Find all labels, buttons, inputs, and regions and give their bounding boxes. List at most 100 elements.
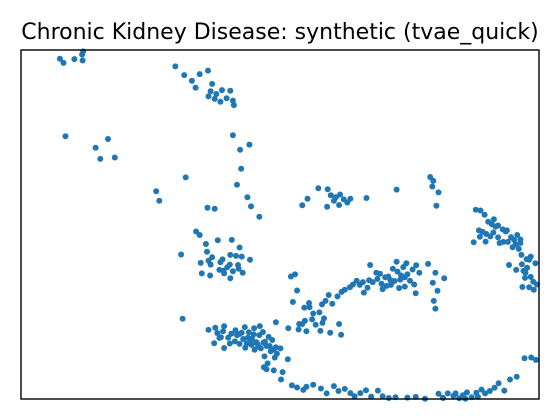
data-point xyxy=(327,329,334,336)
data-point xyxy=(209,80,216,87)
data-point xyxy=(192,84,199,91)
data-point xyxy=(261,353,268,360)
data-point xyxy=(227,251,234,258)
data-point xyxy=(220,328,226,335)
data-point xyxy=(383,282,390,289)
data-point xyxy=(486,388,493,394)
data-point xyxy=(238,165,245,172)
data-point xyxy=(425,260,432,267)
data-point xyxy=(179,315,186,322)
data-point xyxy=(294,287,301,294)
data-point xyxy=(433,202,440,209)
data-point xyxy=(427,174,434,180)
data-point xyxy=(432,269,439,276)
data-point xyxy=(432,305,439,312)
data-point xyxy=(526,256,533,263)
data-point xyxy=(310,310,317,317)
data-point xyxy=(196,232,203,238)
data-point xyxy=(439,394,446,401)
data-point xyxy=(411,281,418,288)
data-point xyxy=(369,279,376,286)
data-point xyxy=(492,223,499,230)
data-point xyxy=(338,331,345,338)
data-point xyxy=(267,348,274,355)
data-point xyxy=(56,55,63,62)
data-point xyxy=(289,299,296,305)
data-point xyxy=(204,204,211,211)
data-point xyxy=(277,345,284,352)
data-point xyxy=(62,133,69,140)
data-point xyxy=(344,199,351,206)
data-point xyxy=(235,265,242,272)
data-point xyxy=(241,324,248,331)
data-point xyxy=(512,241,519,248)
data-point xyxy=(270,367,277,374)
data-point xyxy=(514,232,521,238)
data-point xyxy=(217,98,224,105)
data-point xyxy=(315,185,322,192)
data-point xyxy=(224,264,231,271)
data-point xyxy=(79,57,86,64)
data-point xyxy=(412,290,419,297)
data-point xyxy=(441,275,448,282)
data-point xyxy=(511,236,518,243)
data-point xyxy=(248,341,255,348)
data-point xyxy=(246,141,253,148)
data-point xyxy=(490,216,497,223)
data-point xyxy=(532,260,539,267)
data-point xyxy=(335,388,342,394)
data-point xyxy=(435,390,442,397)
data-point xyxy=(221,345,228,351)
data-point xyxy=(259,329,266,335)
data-point xyxy=(378,280,385,287)
data-point xyxy=(278,376,284,383)
data-point xyxy=(227,275,234,282)
data-point xyxy=(374,275,381,282)
data-point xyxy=(530,286,537,293)
data-point xyxy=(452,390,459,397)
data-point xyxy=(198,270,205,277)
data-point xyxy=(472,206,479,213)
data-point xyxy=(501,387,508,394)
data-point xyxy=(244,194,251,201)
chart-title: Chronic Kidney Disease: synthetic (tvae_… xyxy=(21,20,538,45)
data-point xyxy=(393,186,400,193)
data-point xyxy=(255,343,262,350)
data-point xyxy=(310,381,317,388)
data-point xyxy=(522,269,529,276)
data-point xyxy=(506,262,512,268)
data-point xyxy=(324,186,331,193)
data-point xyxy=(319,319,326,326)
data-point xyxy=(478,386,485,393)
data-point xyxy=(495,234,502,241)
data-point xyxy=(213,91,220,97)
data-point xyxy=(368,393,375,400)
data-point xyxy=(205,67,211,74)
data-point xyxy=(256,213,263,220)
data-point xyxy=(265,333,272,340)
data-point xyxy=(236,244,243,251)
data-point xyxy=(248,203,254,210)
data-point xyxy=(312,321,319,328)
data-point xyxy=(329,300,336,307)
data-point xyxy=(229,132,236,139)
data-point xyxy=(416,269,423,276)
data-point xyxy=(476,233,483,240)
data-point xyxy=(205,93,212,100)
data-point xyxy=(207,88,214,95)
data-point xyxy=(325,292,332,298)
data-point xyxy=(309,316,316,323)
data-point xyxy=(482,238,489,245)
data-point xyxy=(430,297,437,304)
data-point xyxy=(353,277,360,284)
data-point xyxy=(330,197,337,204)
data-point xyxy=(245,329,252,336)
data-point xyxy=(403,260,410,267)
data-point xyxy=(464,389,470,396)
data-point xyxy=(350,281,356,288)
data-point xyxy=(528,354,535,361)
data-point xyxy=(519,284,526,290)
data-point xyxy=(324,203,331,210)
data-point xyxy=(387,277,394,283)
